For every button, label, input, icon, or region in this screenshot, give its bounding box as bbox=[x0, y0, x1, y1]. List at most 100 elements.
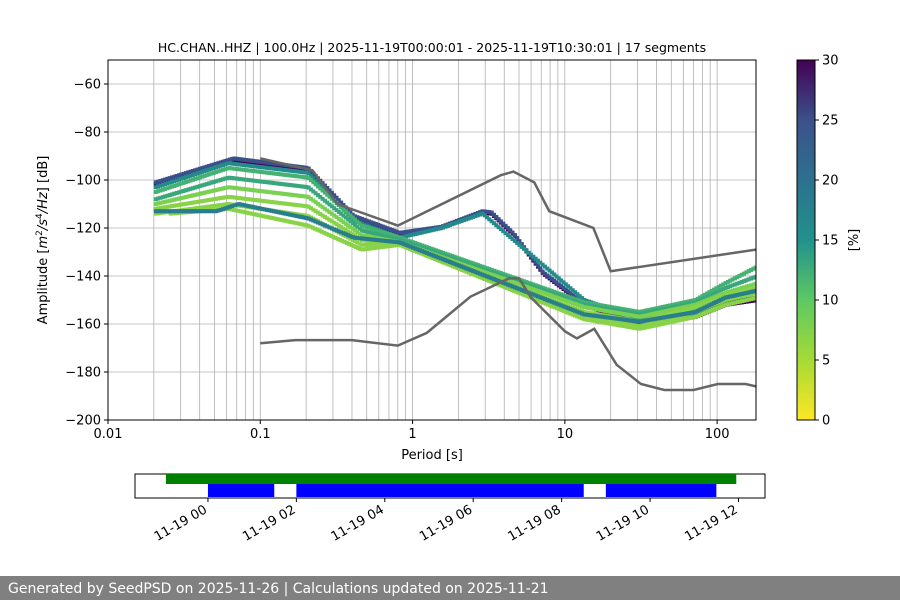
psd-cell bbox=[628, 308, 633, 313]
psd-cell bbox=[670, 302, 675, 307]
psd-cell bbox=[302, 184, 307, 189]
psd-cell bbox=[230, 161, 235, 166]
psd-cell bbox=[315, 210, 320, 215]
psd-cell bbox=[637, 312, 642, 317]
psd-cell bbox=[436, 249, 441, 254]
psd-cell bbox=[167, 193, 172, 198]
psd-cell bbox=[466, 259, 471, 264]
psd-cell bbox=[225, 166, 230, 171]
psd-cell bbox=[674, 313, 679, 318]
psd-cell bbox=[153, 211, 158, 216]
psd-cell bbox=[561, 304, 566, 309]
psd-cell bbox=[455, 266, 460, 271]
psd-cell bbox=[725, 297, 730, 302]
psd-cell bbox=[315, 227, 320, 232]
psd-cell bbox=[174, 183, 179, 188]
psd-cell bbox=[531, 254, 536, 259]
psd-cell bbox=[225, 185, 230, 190]
psd-cell bbox=[234, 186, 239, 191]
colorbar-tick-label: 25 bbox=[822, 114, 839, 129]
psd-cell bbox=[254, 212, 259, 217]
psd-cell bbox=[334, 195, 339, 200]
psd-cell bbox=[737, 292, 742, 297]
psd-cell bbox=[554, 301, 559, 306]
psd-cell bbox=[172, 203, 177, 208]
psd-cell bbox=[502, 285, 507, 290]
psd-cell bbox=[589, 301, 594, 306]
psd-cell bbox=[466, 270, 471, 275]
psd-cell bbox=[309, 206, 314, 211]
psd-cell bbox=[401, 239, 406, 244]
psd-cell bbox=[415, 228, 420, 233]
coverage-bar bbox=[165, 474, 737, 484]
timeline-tick-label: 11-19 04 bbox=[329, 502, 387, 544]
psd-cell bbox=[348, 230, 353, 235]
psd-cell bbox=[190, 172, 195, 177]
psd-cell bbox=[597, 319, 602, 324]
psd-cell bbox=[297, 214, 302, 219]
psd-cell bbox=[749, 267, 754, 272]
psd-cell bbox=[369, 222, 374, 227]
psd-cell bbox=[716, 295, 721, 300]
psd-cell bbox=[547, 293, 552, 298]
psd-cell bbox=[612, 320, 617, 325]
colorbar-tick-label: 20 bbox=[822, 174, 839, 189]
psd-cell bbox=[422, 244, 427, 249]
psd-cell bbox=[514, 289, 519, 294]
psd-cell bbox=[230, 176, 235, 181]
psd-cell bbox=[255, 198, 260, 203]
psd-cell bbox=[701, 311, 706, 316]
psd-cell bbox=[651, 311, 656, 316]
psd-cell bbox=[718, 302, 723, 307]
psd-cell bbox=[573, 297, 578, 302]
psd-cell bbox=[253, 205, 258, 210]
psd-cell bbox=[478, 275, 483, 280]
psd-cell bbox=[232, 158, 237, 163]
psd-cell bbox=[288, 166, 293, 171]
psd-cell bbox=[160, 178, 165, 183]
psd-cell bbox=[605, 315, 610, 320]
psd-cell bbox=[519, 283, 524, 288]
psd-cell bbox=[325, 224, 330, 229]
psd-cell bbox=[730, 291, 735, 296]
psd-cell bbox=[309, 187, 314, 192]
psd-cell bbox=[251, 158, 256, 163]
psd-cell bbox=[491, 277, 496, 282]
psd-cell bbox=[260, 170, 265, 175]
psd-cell bbox=[614, 320, 619, 325]
psd-cell bbox=[471, 261, 476, 266]
psd-cell bbox=[628, 322, 633, 327]
psd-cell bbox=[726, 302, 731, 307]
psd-cell bbox=[434, 250, 439, 255]
psd-cell bbox=[545, 292, 550, 297]
psd-cell bbox=[586, 306, 591, 311]
psd-cell bbox=[582, 300, 587, 305]
psd-cell bbox=[737, 273, 742, 278]
psd-cell bbox=[265, 207, 270, 212]
psd-cell bbox=[186, 194, 191, 199]
psd-cell bbox=[540, 285, 545, 290]
psd-cell bbox=[508, 235, 513, 240]
psd-cell bbox=[700, 302, 705, 307]
psd-cell bbox=[334, 215, 339, 220]
psd-cell bbox=[420, 243, 425, 248]
psd-cell bbox=[295, 221, 300, 226]
psd-cell bbox=[163, 209, 168, 214]
psd-cell bbox=[693, 307, 698, 312]
psd-cell bbox=[529, 284, 534, 289]
psd-cell bbox=[373, 237, 378, 242]
psd-cell bbox=[276, 172, 281, 177]
psd-cell bbox=[350, 215, 355, 220]
psd-cell bbox=[177, 182, 181, 187]
psd-cell bbox=[739, 294, 744, 299]
psd-cell bbox=[600, 320, 605, 325]
psd-cell bbox=[399, 241, 404, 245]
psd-cell bbox=[464, 258, 469, 263]
psd-cell bbox=[651, 309, 656, 314]
psd-cell bbox=[603, 318, 608, 323]
psd-cell bbox=[461, 260, 466, 265]
psd-cell bbox=[223, 159, 228, 164]
psd-cell bbox=[593, 319, 598, 324]
psd-cell bbox=[573, 311, 578, 316]
psd-cell bbox=[376, 232, 381, 237]
